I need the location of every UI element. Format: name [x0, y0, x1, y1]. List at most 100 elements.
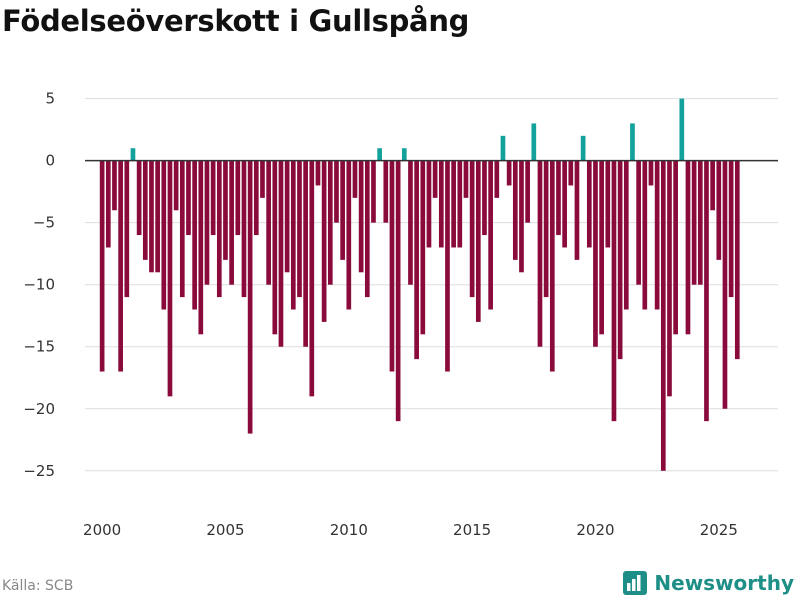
chart-title: Födelseöverskott i Gullspång [2, 4, 470, 38]
bar [500, 135, 506, 161]
bar [284, 160, 290, 273]
bar [543, 160, 549, 298]
bar [272, 160, 278, 335]
bar [389, 160, 395, 372]
bar [586, 160, 592, 248]
bar [105, 160, 111, 248]
bar [142, 160, 148, 260]
y-tick-label: 0 [45, 152, 55, 170]
bar [155, 160, 160, 273]
bar [531, 123, 537, 161]
bar [118, 160, 123, 372]
bar [216, 160, 222, 298]
bar [605, 160, 611, 248]
bar [679, 98, 685, 161]
bar [488, 160, 493, 310]
bar [673, 160, 678, 335]
bar [161, 160, 167, 310]
bar [395, 160, 401, 422]
y-tick-label: −5 [33, 214, 55, 232]
y-tick-label: −10 [23, 276, 55, 294]
x-tick-label: 2010 [330, 521, 368, 539]
bar [420, 160, 426, 335]
x-tick-label: 2025 [700, 521, 738, 539]
bar [297, 160, 302, 298]
bar [691, 160, 697, 285]
bar [179, 160, 185, 298]
y-axis-ticks: 5 0 −5 −10 −15 −20 −25 [23, 90, 55, 480]
bar [494, 160, 500, 198]
bar [278, 160, 284, 347]
bar [112, 160, 117, 211]
bar [198, 160, 204, 335]
bar [358, 160, 364, 273]
bar [266, 160, 271, 285]
y-tick-label: 5 [45, 90, 55, 108]
bar [722, 160, 728, 409]
bar [130, 148, 136, 161]
bar [99, 160, 105, 372]
bar [235, 160, 241, 236]
bar [704, 160, 709, 422]
bar [352, 160, 358, 198]
bar [562, 160, 567, 248]
bar [506, 160, 512, 186]
x-tick-label: 2020 [576, 521, 614, 539]
bar [475, 160, 481, 322]
bar [654, 160, 660, 310]
y-tick-label: −15 [23, 338, 55, 356]
bar [599, 160, 604, 335]
brand-logo[interactable]: Newsworthy [622, 570, 794, 596]
bar [463, 160, 469, 198]
bar [223, 160, 228, 260]
bar [210, 160, 216, 236]
bar [512, 160, 518, 260]
x-tick-label: 2005 [206, 521, 244, 539]
bar [623, 160, 629, 310]
bar [260, 160, 265, 198]
bar [617, 160, 623, 360]
bar [457, 160, 463, 248]
bar [685, 160, 691, 335]
bar [253, 160, 259, 236]
bar [204, 160, 210, 285]
bar [549, 160, 555, 372]
bar [377, 148, 382, 161]
bar [124, 160, 130, 298]
bar [136, 160, 142, 236]
bar [525, 160, 530, 223]
bar [556, 160, 561, 236]
bar [167, 160, 173, 397]
bar [186, 160, 191, 236]
bar [636, 160, 641, 285]
bar [309, 160, 315, 397]
x-tick-label: 2000 [83, 521, 121, 539]
bar [371, 160, 376, 223]
bar [648, 160, 654, 186]
bar [438, 160, 444, 248]
brand-name: Newsworthy [654, 571, 794, 595]
y-tick-label: −20 [23, 400, 55, 418]
bar [414, 160, 419, 360]
bar [734, 160, 740, 360]
bar [451, 160, 456, 248]
bar [716, 160, 722, 260]
bar [303, 160, 308, 347]
bar [568, 160, 574, 186]
bar [593, 160, 598, 347]
bar [401, 148, 407, 161]
bar [229, 160, 234, 285]
bar [334, 160, 339, 223]
bar [247, 160, 253, 434]
bar [321, 160, 327, 322]
bar [315, 160, 321, 186]
bar [642, 160, 648, 310]
bar [580, 135, 586, 161]
bar [364, 160, 370, 298]
bar [519, 160, 524, 273]
bar [346, 160, 352, 310]
bar [445, 160, 450, 372]
bar [482, 160, 487, 236]
bar [697, 160, 703, 285]
